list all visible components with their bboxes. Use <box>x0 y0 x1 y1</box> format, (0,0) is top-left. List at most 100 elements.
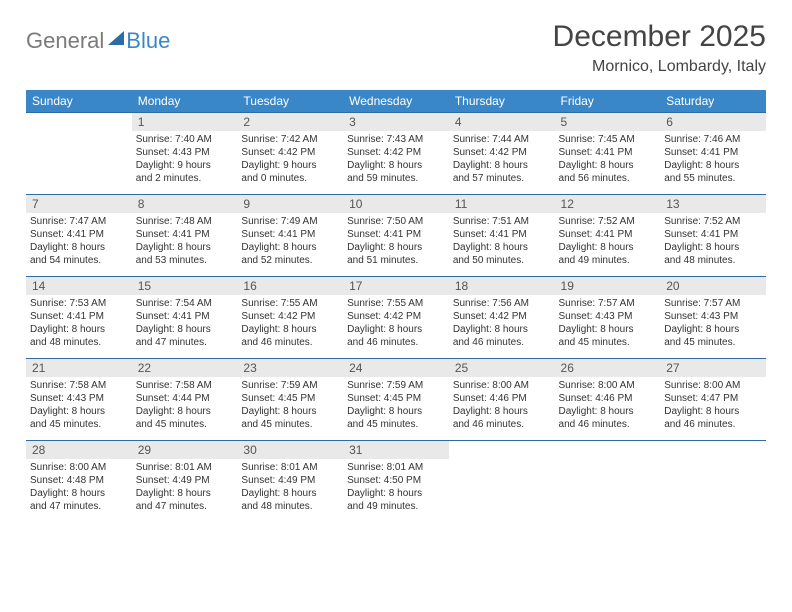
calendar-week-row: 28Sunrise: 8:00 AMSunset: 4:48 PMDayligh… <box>26 441 766 523</box>
daylight-text: Daylight: 8 hours <box>559 405 657 418</box>
sunset-text: Sunset: 4:41 PM <box>664 146 762 159</box>
day-details: Sunrise: 7:55 AMSunset: 4:42 PMDaylight:… <box>343 295 449 351</box>
day-details: Sunrise: 7:44 AMSunset: 4:42 PMDaylight:… <box>449 131 555 187</box>
daylight-text: and 48 minutes. <box>241 500 339 513</box>
daylight-text: Daylight: 8 hours <box>136 323 234 336</box>
sunset-text: Sunset: 4:43 PM <box>664 310 762 323</box>
daylight-text: and 47 minutes. <box>136 500 234 513</box>
calendar-week-row: 21Sunrise: 7:58 AMSunset: 4:43 PMDayligh… <box>26 359 766 441</box>
day-details: Sunrise: 8:01 AMSunset: 4:50 PMDaylight:… <box>343 459 449 515</box>
daylight-text: and 48 minutes. <box>664 254 762 267</box>
sunset-text: Sunset: 4:46 PM <box>453 392 551 405</box>
daylight-text: Daylight: 8 hours <box>241 405 339 418</box>
calendar-day-cell <box>26 113 132 195</box>
sunset-text: Sunset: 4:42 PM <box>347 310 445 323</box>
calendar-day-cell: 10Sunrise: 7:50 AMSunset: 4:41 PMDayligh… <box>343 195 449 277</box>
sunset-text: Sunset: 4:41 PM <box>136 310 234 323</box>
daylight-text: and 47 minutes. <box>30 500 128 513</box>
day-number: 30 <box>237 441 343 459</box>
sunset-text: Sunset: 4:45 PM <box>241 392 339 405</box>
daylight-text: and 0 minutes. <box>241 172 339 185</box>
weekday-tuesday: Tuesday <box>237 90 343 113</box>
day-number: 12 <box>555 195 661 213</box>
calendar-day-cell: 5Sunrise: 7:45 AMSunset: 4:41 PMDaylight… <box>555 113 661 195</box>
sunrise-text: Sunrise: 7:57 AM <box>664 297 762 310</box>
daylight-text: Daylight: 8 hours <box>30 405 128 418</box>
daylight-text: and 49 minutes. <box>559 254 657 267</box>
daylight-text: Daylight: 8 hours <box>30 241 128 254</box>
sunset-text: Sunset: 4:41 PM <box>347 228 445 241</box>
daylight-text: and 59 minutes. <box>347 172 445 185</box>
day-details: Sunrise: 7:51 AMSunset: 4:41 PMDaylight:… <box>449 213 555 269</box>
day-number: 21 <box>26 359 132 377</box>
sunrise-text: Sunrise: 7:58 AM <box>30 379 128 392</box>
sunrise-text: Sunrise: 7:47 AM <box>30 215 128 228</box>
calendar-day-cell: 31Sunrise: 8:01 AMSunset: 4:50 PMDayligh… <box>343 441 449 523</box>
sunset-text: Sunset: 4:49 PM <box>136 474 234 487</box>
daylight-text: and 45 minutes. <box>664 336 762 349</box>
daylight-text: Daylight: 8 hours <box>347 241 445 254</box>
day-details: Sunrise: 7:50 AMSunset: 4:41 PMDaylight:… <box>343 213 449 269</box>
sunset-text: Sunset: 4:43 PM <box>559 310 657 323</box>
day-number: 25 <box>449 359 555 377</box>
daylight-text: and 46 minutes. <box>347 336 445 349</box>
calendar-day-cell <box>660 441 766 523</box>
day-number: 8 <box>132 195 238 213</box>
daylight-text: Daylight: 8 hours <box>30 323 128 336</box>
daylight-text: and 45 minutes. <box>241 418 339 431</box>
day-number: 20 <box>660 277 766 295</box>
sunset-text: Sunset: 4:46 PM <box>559 392 657 405</box>
calendar-day-cell: 2Sunrise: 7:42 AMSunset: 4:42 PMDaylight… <box>237 113 343 195</box>
daylight-text: and 53 minutes. <box>136 254 234 267</box>
day-number: 16 <box>237 277 343 295</box>
day-number: 3 <box>343 113 449 131</box>
calendar-day-cell: 17Sunrise: 7:55 AMSunset: 4:42 PMDayligh… <box>343 277 449 359</box>
sunset-text: Sunset: 4:43 PM <box>136 146 234 159</box>
daylight-text: Daylight: 8 hours <box>347 487 445 500</box>
day-number: 22 <box>132 359 238 377</box>
day-details: Sunrise: 7:59 AMSunset: 4:45 PMDaylight:… <box>343 377 449 433</box>
daylight-text: Daylight: 9 hours <box>136 159 234 172</box>
sunrise-text: Sunrise: 7:45 AM <box>559 133 657 146</box>
daylight-text: and 46 minutes. <box>664 418 762 431</box>
sunset-text: Sunset: 4:48 PM <box>30 474 128 487</box>
daylight-text: and 45 minutes. <box>559 336 657 349</box>
calendar-day-cell: 6Sunrise: 7:46 AMSunset: 4:41 PMDaylight… <box>660 113 766 195</box>
day-details: Sunrise: 7:52 AMSunset: 4:41 PMDaylight:… <box>555 213 661 269</box>
daylight-text: and 48 minutes. <box>30 336 128 349</box>
calendar-day-cell: 12Sunrise: 7:52 AMSunset: 4:41 PMDayligh… <box>555 195 661 277</box>
day-number: 24 <box>343 359 449 377</box>
calendar-day-cell: 1Sunrise: 7:40 AMSunset: 4:43 PMDaylight… <box>132 113 238 195</box>
day-number: 29 <box>132 441 238 459</box>
daylight-text: Daylight: 8 hours <box>241 241 339 254</box>
calendar-day-cell: 13Sunrise: 7:52 AMSunset: 4:41 PMDayligh… <box>660 195 766 277</box>
sunset-text: Sunset: 4:43 PM <box>30 392 128 405</box>
daylight-text: and 49 minutes. <box>347 500 445 513</box>
sunset-text: Sunset: 4:41 PM <box>241 228 339 241</box>
calendar-day-cell: 30Sunrise: 8:01 AMSunset: 4:49 PMDayligh… <box>237 441 343 523</box>
sunrise-text: Sunrise: 8:01 AM <box>347 461 445 474</box>
sunset-text: Sunset: 4:42 PM <box>241 310 339 323</box>
day-number: 11 <box>449 195 555 213</box>
sunset-text: Sunset: 4:41 PM <box>559 146 657 159</box>
day-details: Sunrise: 8:00 AMSunset: 4:47 PMDaylight:… <box>660 377 766 433</box>
calendar-day-cell: 9Sunrise: 7:49 AMSunset: 4:41 PMDaylight… <box>237 195 343 277</box>
logo: General Blue <box>26 28 170 54</box>
weekday-friday: Friday <box>555 90 661 113</box>
daylight-text: and 46 minutes. <box>559 418 657 431</box>
calendar-day-cell: 14Sunrise: 7:53 AMSunset: 4:41 PMDayligh… <box>26 277 132 359</box>
day-details: Sunrise: 7:48 AMSunset: 4:41 PMDaylight:… <box>132 213 238 269</box>
calendar-day-cell: 15Sunrise: 7:54 AMSunset: 4:41 PMDayligh… <box>132 277 238 359</box>
day-number: 15 <box>132 277 238 295</box>
daylight-text: Daylight: 8 hours <box>241 323 339 336</box>
day-number: 26 <box>555 359 661 377</box>
daylight-text: Daylight: 8 hours <box>136 241 234 254</box>
day-details: Sunrise: 7:57 AMSunset: 4:43 PMDaylight:… <box>660 295 766 351</box>
sunset-text: Sunset: 4:42 PM <box>453 310 551 323</box>
day-number: 10 <box>343 195 449 213</box>
weekday-monday: Monday <box>132 90 238 113</box>
day-number: 14 <box>26 277 132 295</box>
sunrise-text: Sunrise: 7:46 AM <box>664 133 762 146</box>
day-details: Sunrise: 7:46 AMSunset: 4:41 PMDaylight:… <box>660 131 766 187</box>
sunrise-text: Sunrise: 7:51 AM <box>453 215 551 228</box>
